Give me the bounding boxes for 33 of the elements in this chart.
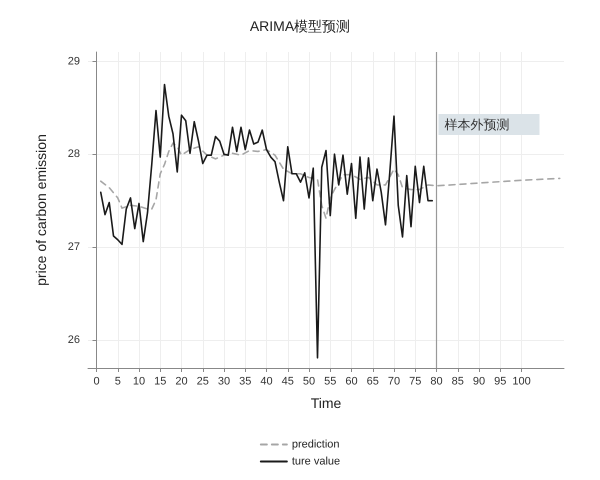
legend-label: ture value (292, 456, 340, 468)
x-tick-label: 75 (409, 376, 422, 388)
x-tick-label: 50 (302, 376, 316, 388)
y-tick-label: 27 (68, 241, 80, 254)
x-tick-label: 0 (93, 376, 100, 388)
chart-title: ARIMA模型预测 (250, 18, 350, 34)
x-tick-label: 65 (366, 376, 379, 388)
annotation: 样本外预测 (444, 116, 510, 132)
y-tick-label: 29 (68, 55, 80, 68)
y-axis-title: price of carbon emission (33, 134, 49, 286)
y-tick-label: 28 (68, 148, 80, 160)
x-tick-label: 45 (282, 376, 294, 388)
x-tick-label: 30 (218, 376, 230, 388)
x-tick-label: 35 (239, 376, 252, 388)
x-tick-label: 5 (114, 376, 121, 388)
x-tick-label: 90 (472, 376, 486, 388)
x-tick-label: 95 (494, 376, 506, 388)
x-tick-label: 10 (132, 376, 146, 388)
x-tick-label: 20 (175, 376, 188, 388)
x-tick-label: 100 (512, 376, 531, 388)
line-series (100, 142, 561, 220)
x-tick-label: 60 (345, 376, 358, 388)
x-tick-label: 40 (260, 376, 273, 388)
x-tick-label: 55 (324, 376, 336, 388)
x-axis-title: Time (310, 395, 342, 411)
x-tick-label: 25 (196, 376, 209, 388)
legend-label: prediction (292, 438, 340, 450)
x-tick-label: 70 (388, 376, 400, 388)
line-series (100, 84, 434, 359)
x-tick-label: 80 (430, 376, 443, 388)
y-tick-label: 26 (68, 334, 80, 346)
x-tick-label: 15 (154, 376, 166, 388)
x-tick-label: 85 (452, 376, 464, 388)
